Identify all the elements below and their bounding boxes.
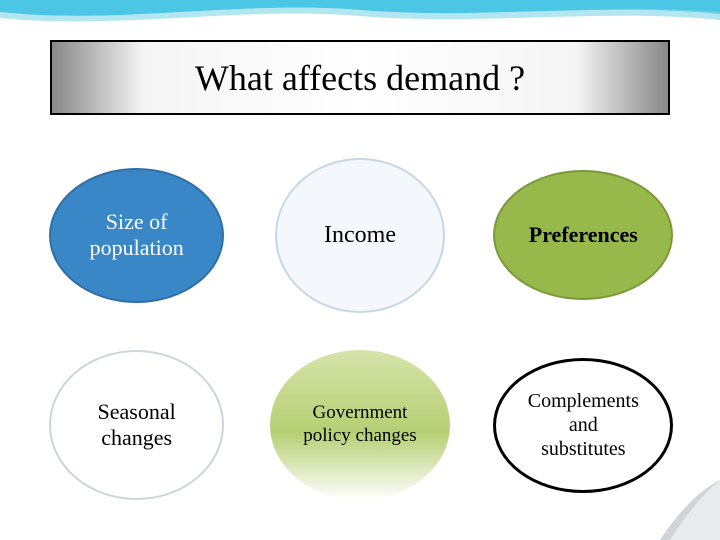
cell-income: Income [263,150,456,320]
cell-preferences: Preferences [487,150,680,320]
bubble-preferences: Preferences [493,170,673,300]
cell-government-policy: Governmentpolicy changes [263,340,456,510]
bubble-label: Complementsandsubstitutes [522,383,645,467]
bubble-income: Income [275,158,445,313]
bubble-label: Seasonalchanges [92,393,182,458]
cell-seasonal-changes: Seasonalchanges [40,340,233,510]
bubble-label: Preferences [523,216,644,254]
top-wave-decoration [0,0,720,30]
cell-size-of-population: Size ofpopulation [40,150,233,320]
title-text: What affects demand ? [195,57,525,99]
bubble-seasonal-changes: Seasonalchanges [49,350,224,500]
bubble-grid: Size ofpopulation Income Preferences Sea… [40,150,680,510]
bubble-label: Income [318,215,402,256]
bubble-label: Governmentpolicy changes [297,396,422,454]
bubble-label: Size ofpopulation [84,203,190,268]
bubble-size-of-population: Size ofpopulation [49,168,224,303]
cell-complements-substitutes: Complementsandsubstitutes [487,340,680,510]
title-box: What affects demand ? [50,40,670,115]
bubble-government-policy: Governmentpolicy changes [270,350,450,500]
bubble-complements-substitutes: Complementsandsubstitutes [493,358,673,493]
